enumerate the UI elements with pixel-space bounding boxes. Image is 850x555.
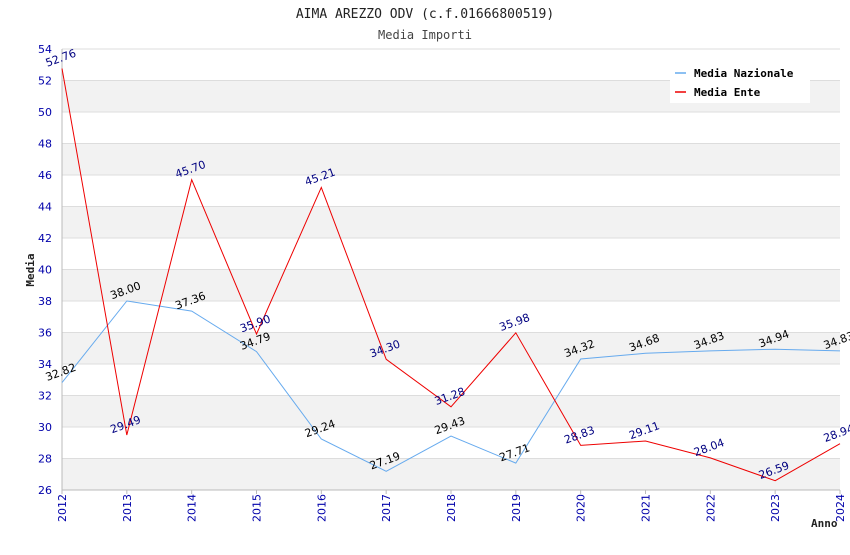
y-tick-label: 34 [38, 358, 52, 371]
y-tick-label: 42 [38, 232, 52, 245]
y-tick-label: 40 [38, 264, 52, 277]
series-line-media-ente [61, 68, 841, 482]
x-tick-label: 2013 [121, 494, 134, 522]
y-tick-label: 38 [38, 295, 52, 308]
x-tick-label: 2022 [704, 494, 717, 522]
x-tick-label: 2012 [56, 494, 69, 522]
legend-box [670, 59, 810, 103]
y-tick-label: 52 [38, 75, 52, 88]
data-label: 28.04 [692, 436, 726, 459]
grid-band [62, 269, 840, 301]
y-tick-label: 46 [38, 169, 52, 182]
y-tick-label: 36 [38, 327, 52, 340]
legend-label: Media Ente [694, 86, 761, 99]
x-tick-label: 2023 [769, 494, 782, 522]
legend-label: Media Nazionale [694, 67, 794, 80]
grid-band [62, 332, 840, 364]
x-tick-label: 2018 [445, 494, 458, 522]
y-tick-label: 28 [38, 453, 52, 466]
x-tick-label: 2015 [251, 494, 264, 522]
y-tick-label: 32 [38, 390, 52, 403]
data-label: 35.98 [498, 311, 532, 334]
chart-title: AIMA AREZZO ODV (c.f.01666800519) [296, 7, 554, 22]
x-tick-label: 2019 [510, 494, 523, 522]
plot-axes: 26 28 30 32 34 36 38 40 42 44 46 48 50 52 54 2012 2013 20… [38, 43, 847, 522]
grid-band [62, 143, 840, 175]
y-tick-label: 48 [38, 138, 52, 151]
grid-band [62, 395, 840, 427]
plot-series [61, 68, 841, 482]
x-tick-label: 2020 [575, 494, 588, 522]
x-tick-label: 2017 [380, 494, 393, 522]
x-tick-label: 2016 [315, 494, 328, 522]
grid-band [62, 206, 840, 238]
legend: Media Nazionale Media Ente [670, 59, 810, 103]
x-tick-label: 2021 [640, 494, 653, 522]
x-tick-label: 2024 [834, 494, 847, 522]
y-tick-label: 44 [38, 201, 52, 214]
x-tick-label: 2014 [186, 494, 199, 522]
y-tick-label: 50 [38, 106, 52, 119]
y-axis-label: Media [24, 253, 37, 286]
y-tick-label: 30 [38, 421, 52, 434]
grid-band [62, 458, 840, 490]
y-tick-label: 54 [38, 43, 52, 56]
y-tick-label: 26 [38, 484, 52, 497]
series-line-media-nazionale [61, 300, 841, 472]
chart-subtitle: Media Importi [378, 28, 472, 42]
x-axis-label: Anno [811, 517, 838, 530]
